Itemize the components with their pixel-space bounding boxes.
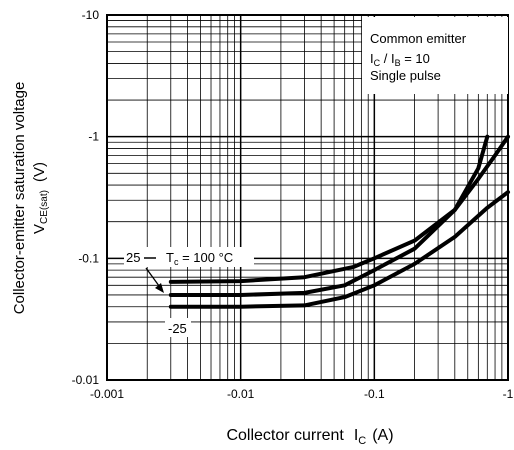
x-tick-label: -1 — [503, 387, 514, 401]
data-series — [168, 134, 510, 309]
series-curve — [168, 134, 490, 297]
tick-labels: -0.001 -0.01 -0.1 -1-0.01-0.1-1-10 — [72, 8, 514, 401]
x-tick-label: -0.1 — [364, 387, 385, 401]
legend-line-common-emitter: Common emitter — [370, 31, 467, 46]
series-annotations: 25 Tc = 100 °C -25 — [124, 247, 254, 337]
series-curve — [168, 134, 510, 284]
series-curve — [168, 190, 510, 309]
x-axis-title: Collector current IC (A) — [226, 427, 393, 447]
annotation-tc-label: Tc = 100 °C — [166, 250, 233, 267]
x-tick-label: -0.01 — [227, 387, 255, 401]
y-axis-title-line1: Collector-emitter saturation voltage — [11, 82, 28, 315]
annotation-25-arrowhead — [155, 283, 164, 293]
legend-background — [362, 17, 508, 94]
y-tick-label: -10 — [82, 8, 100, 22]
y-axis-title: Collector-emitter saturation voltage VCE… — [11, 82, 50, 315]
annotation-25: 25 — [126, 250, 140, 265]
legend-line-single-pulse: Single pulse — [370, 68, 441, 83]
y-axis-title-line2: VCE(sat)(V) — [31, 162, 50, 234]
legend-line-current-ratio: IC / IB = 10 — [370, 51, 430, 68]
x-tick-label: -0.001 — [90, 387, 124, 401]
legend-box: Common emitter IC / IB = 10 Single pulse — [362, 17, 508, 94]
annotation-minus25: -25 — [168, 321, 187, 336]
y-tick-label: -0.1 — [78, 251, 99, 265]
annotation-m25-background — [165, 318, 191, 337]
y-tick-label: -1 — [88, 130, 99, 144]
plot-frame — [106, 14, 509, 381]
y-tick-label: -0.01 — [72, 373, 100, 387]
annotation-tc-background — [124, 247, 254, 267]
